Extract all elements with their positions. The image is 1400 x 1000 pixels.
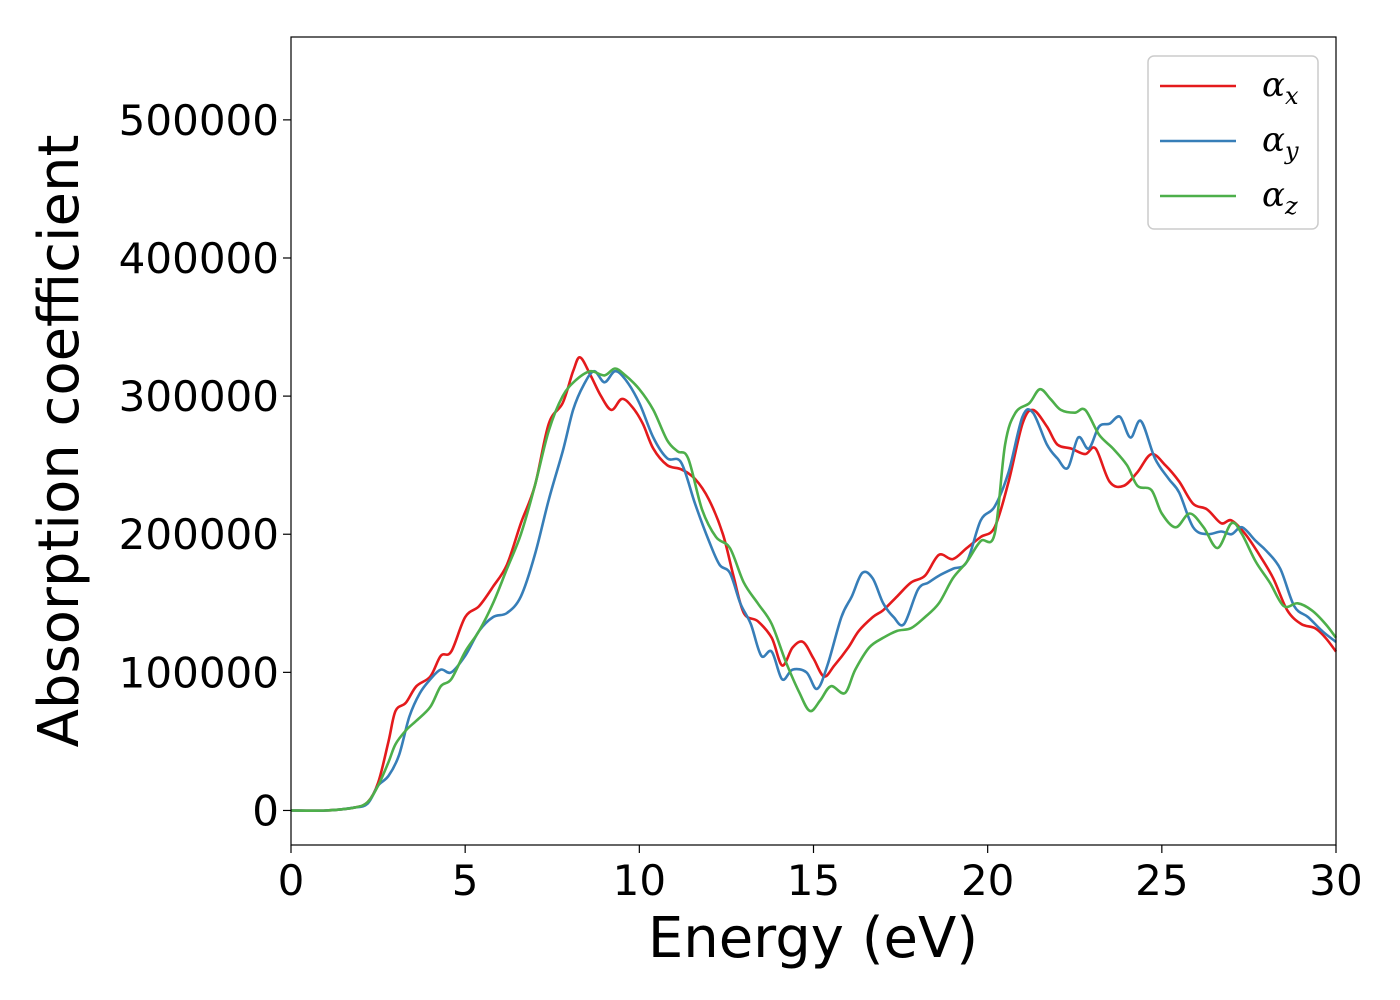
legend: αx αy αz <box>1147 55 1319 230</box>
y-tick-label: 500000 <box>119 96 279 145</box>
y-axis-title: Absorption coefficient <box>27 135 92 748</box>
x-tick-label: 25 <box>1135 856 1188 905</box>
x-tick-label: 15 <box>787 856 840 905</box>
series-line-x <box>290 356 1338 812</box>
x-tick-label: 0 <box>278 856 305 905</box>
x-tick-label: 10 <box>613 856 666 905</box>
legend-label-y: αy <box>1262 120 1299 165</box>
x-tick-label: 30 <box>1309 856 1362 905</box>
y-tick-label: 200000 <box>119 510 279 559</box>
x-tick-label: 5 <box>452 856 479 905</box>
legend-box <box>1147 55 1319 230</box>
y-tick-label: 300000 <box>119 372 279 421</box>
y-tick-label: 0 <box>252 786 279 835</box>
series-layer <box>290 356 1338 812</box>
x-tick-label: 20 <box>961 856 1014 905</box>
y-axis: 0 100000 200000 300000 400000 500000 <box>119 96 291 835</box>
x-axis: 0 5 10 15 20 25 30 <box>278 845 1363 905</box>
legend-label-z: αz <box>1262 175 1298 220</box>
legend-label-x: αx <box>1262 65 1299 110</box>
x-axis-title: Energy (eV) <box>648 906 978 971</box>
y-tick-label: 400000 <box>119 234 279 283</box>
y-tick-label: 100000 <box>119 648 279 697</box>
series-line-z <box>290 367 1338 812</box>
series-line-y <box>290 369 1337 812</box>
